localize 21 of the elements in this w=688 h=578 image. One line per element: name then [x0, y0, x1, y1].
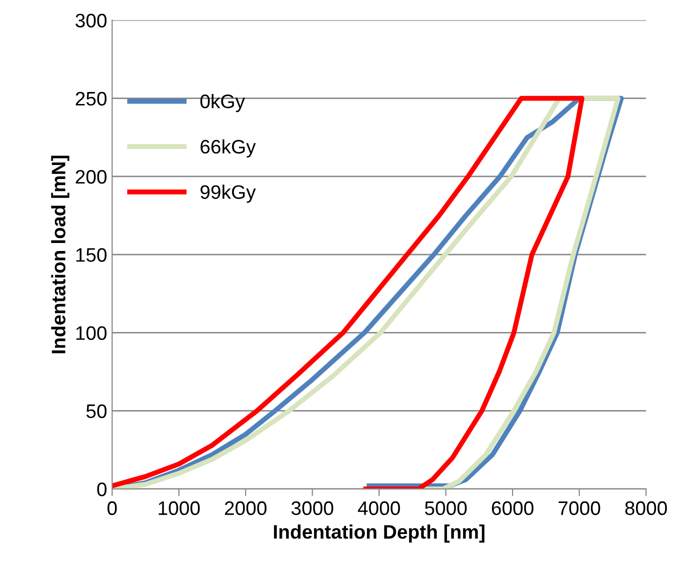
y-tick-label: 150	[76, 248, 107, 262]
legend-label: 66kGy	[200, 139, 256, 158]
legend-label: 99kGy	[200, 184, 256, 203]
y-tick-label: 50	[86, 404, 107, 418]
y-tick-label: 250	[76, 92, 107, 106]
y-tick-label: 200	[76, 170, 107, 184]
x-tick-label: 1000	[158, 501, 200, 516]
x-tick-label: 5000	[424, 501, 467, 516]
legend-label: 0kGy	[200, 94, 245, 112]
x-tick-label: 4000	[358, 501, 400, 516]
x-tick-label: 6000	[492, 501, 534, 516]
x-tick-label: 7000	[558, 501, 600, 516]
x-tick-label: 8000	[625, 501, 667, 516]
y-tick-label: 300	[76, 14, 107, 28]
x-axis-title: Indentation Depth [nm]	[274, 524, 484, 543]
x-tick-label: 0	[107, 501, 117, 516]
x-tick-label: 3000	[291, 501, 334, 516]
y-tick-label: 0	[97, 482, 107, 496]
y-tick-label: 100	[76, 326, 107, 340]
x-tick-label: 2000	[224, 501, 266, 516]
y-axis-title: Indentation load [mN]	[51, 156, 70, 354]
